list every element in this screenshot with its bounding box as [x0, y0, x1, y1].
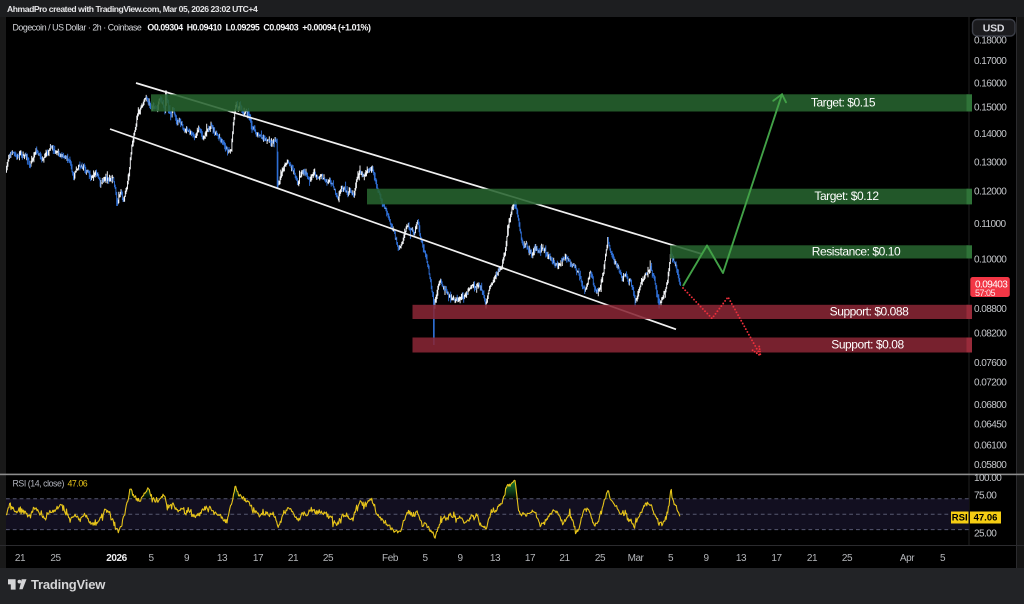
- svg-text:17: 17: [253, 553, 264, 564]
- svg-text:0.11000: 0.11000: [974, 219, 1007, 230]
- svg-text:75.00: 75.00: [974, 491, 997, 502]
- svg-text:TradingView: TradingView: [31, 577, 106, 592]
- svg-text:13: 13: [490, 553, 501, 564]
- svg-text:RSI (14, close)47.06: RSI (14, close) 47.06: [13, 479, 88, 489]
- svg-text:0.08200: 0.08200: [974, 329, 1007, 340]
- svg-text:25: 25: [842, 553, 853, 564]
- svg-text:0.17000: 0.17000: [974, 56, 1007, 67]
- svg-text:0.09403: 0.09403: [975, 280, 1008, 291]
- svg-text:5: 5: [422, 553, 428, 564]
- svg-text:0.12000: 0.12000: [974, 186, 1007, 197]
- svg-text:0.18000: 0.18000: [974, 36, 1007, 47]
- svg-text:Resistance: $0.10: Resistance: $0.10: [812, 245, 901, 259]
- svg-text:Feb: Feb: [382, 553, 399, 564]
- svg-text:13: 13: [736, 553, 747, 564]
- svg-text:21: 21: [288, 553, 299, 564]
- svg-text:Target: $0.12: Target: $0.12: [814, 189, 879, 203]
- svg-text:0.15000: 0.15000: [974, 102, 1007, 113]
- svg-text:0.05800: 0.05800: [974, 460, 1007, 471]
- svg-text:21: 21: [559, 553, 570, 564]
- svg-text:0.06800: 0.06800: [974, 400, 1007, 411]
- svg-text:Mar: Mar: [628, 553, 645, 564]
- svg-text:25.00: 25.00: [974, 529, 997, 540]
- svg-text:47.06: 47.06: [974, 513, 998, 524]
- svg-text:0.07200: 0.07200: [974, 378, 1007, 389]
- svg-text:57:05: 57:05: [975, 288, 996, 298]
- svg-text:13: 13: [217, 553, 228, 564]
- svg-text:Target: $0.15: Target: $0.15: [811, 96, 876, 110]
- svg-text:RSI: RSI: [952, 513, 968, 524]
- svg-text:0.07600: 0.07600: [974, 358, 1007, 369]
- svg-text:21: 21: [807, 553, 818, 564]
- svg-text:0.10000: 0.10000: [974, 255, 1007, 266]
- svg-text:Support: $0.08: Support: $0.08: [831, 338, 904, 352]
- svg-text:0.06450: 0.06450: [974, 420, 1007, 431]
- svg-text:0.13000: 0.13000: [974, 157, 1007, 168]
- svg-text:Dogecoin / US Dollar · 2h · Co: Dogecoin / US Dollar · 2h · Coinbase O0.…: [13, 23, 371, 33]
- svg-text:5: 5: [940, 553, 946, 564]
- svg-text:0.06100: 0.06100: [974, 440, 1007, 451]
- svg-text:5: 5: [148, 553, 154, 564]
- svg-text:0.08800: 0.08800: [974, 304, 1007, 315]
- svg-text:Support: $0.088: Support: $0.088: [830, 305, 909, 319]
- svg-text:25: 25: [595, 553, 606, 564]
- svg-text:0.16000: 0.16000: [974, 79, 1007, 90]
- svg-text:0.14000: 0.14000: [974, 129, 1007, 140]
- svg-text:100.00: 100.00: [974, 473, 1002, 484]
- svg-text:17: 17: [771, 553, 782, 564]
- svg-text:Apr: Apr: [900, 553, 915, 564]
- svg-text:25: 25: [323, 553, 334, 564]
- svg-text:5: 5: [668, 553, 674, 564]
- svg-text:USD: USD: [983, 23, 1005, 35]
- svg-text:21: 21: [15, 553, 26, 564]
- svg-text:9: 9: [184, 553, 190, 564]
- svg-text:9: 9: [457, 553, 463, 564]
- svg-text:9: 9: [703, 553, 709, 564]
- svg-text:25: 25: [50, 553, 61, 564]
- svg-text:2026: 2026: [106, 553, 127, 564]
- svg-text:17: 17: [525, 553, 536, 564]
